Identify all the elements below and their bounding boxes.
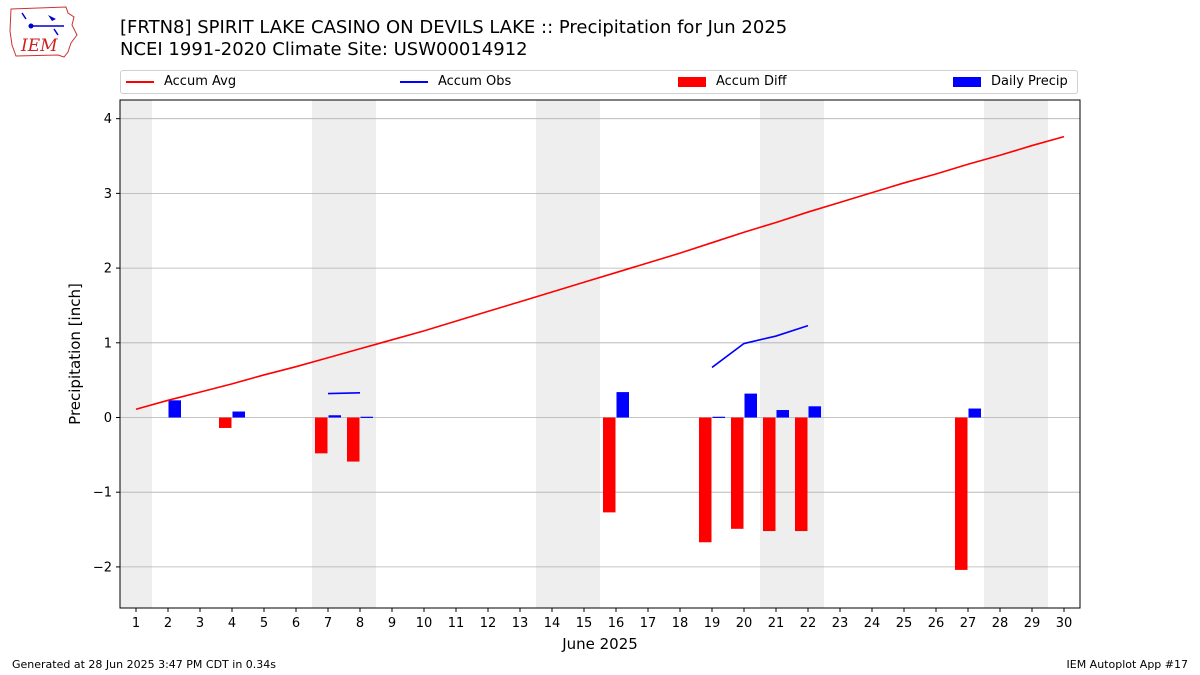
x-tick-label: 12	[480, 616, 497, 631]
x-tick-label: 21	[768, 616, 785, 631]
x-tick-label: 6	[292, 616, 300, 631]
bar-accum-diff	[699, 417, 712, 543]
bar-daily-precip	[616, 392, 629, 418]
legend-swatch	[400, 81, 428, 83]
weekend-band	[120, 100, 152, 608]
iem-logo: IEM	[9, 6, 78, 58]
x-tick-label: 2	[164, 616, 172, 631]
legend-swatch	[953, 77, 981, 87]
x-axis-label: June 2025	[561, 635, 638, 653]
legend-label: Accum Diff	[716, 74, 787, 89]
x-tick-label: 4	[228, 616, 236, 631]
bar-daily-precip	[360, 416, 373, 418]
x-tick-label: 30	[1056, 616, 1073, 631]
bar-daily-precip	[744, 393, 757, 418]
bar-accum-diff	[347, 417, 360, 462]
x-tick-label: 1	[132, 616, 140, 631]
legend-item-accum-obs: Accum Obs	[400, 74, 511, 90]
x-tick-label: 27	[960, 616, 977, 631]
footer-generated: Generated at 28 Jun 2025 3:47 PM CDT in …	[12, 658, 277, 671]
x-tick-label: 7	[324, 616, 332, 631]
x-tick-label: 16	[608, 616, 625, 631]
bar-daily-precip	[776, 410, 789, 418]
x-tick-label: 19	[704, 616, 721, 631]
bar-daily-precip	[808, 406, 821, 418]
bar-accum-diff	[731, 417, 744, 529]
legend-swatch	[678, 77, 706, 87]
x-tick-label: 15	[576, 616, 593, 631]
legend-label: Daily Precip	[991, 74, 1068, 89]
x-tick-label: 26	[928, 616, 945, 631]
y-tick-label: −1	[93, 486, 112, 501]
bar-daily-precip	[232, 411, 245, 418]
x-tick-label: 9	[388, 616, 396, 631]
weekend-band	[760, 100, 792, 608]
legend-label: Accum Obs	[438, 74, 512, 89]
x-tick-label: 25	[896, 616, 913, 631]
y-tick-label: 1	[104, 336, 112, 351]
x-tick-label: 13	[512, 616, 529, 631]
legend-item-daily-precip: Daily Precip	[953, 74, 1068, 90]
bar-daily-precip	[712, 416, 725, 418]
x-tick-label: 20	[736, 616, 753, 631]
bar-accum-diff	[763, 417, 776, 532]
y-tick-label: 2	[104, 262, 112, 277]
chart-subtitle: NCEI 1991-2020 Climate Site: USW00014912	[120, 39, 528, 60]
y-tick-label: 3	[104, 187, 112, 202]
line-accum-obs	[711, 324, 809, 369]
x-tick-label: 11	[448, 616, 465, 631]
bar-daily-precip	[168, 400, 181, 418]
x-tick-label: 8	[356, 616, 364, 631]
x-tick-label: 18	[672, 616, 689, 631]
legend-item-accum-diff: Accum Diff	[678, 74, 787, 90]
bar-accum-diff	[219, 417, 232, 428]
legend-label: Accum Avg	[164, 74, 237, 89]
line-accum-obs	[327, 392, 361, 395]
legend-swatch	[126, 81, 154, 83]
bar-accum-diff	[955, 417, 968, 570]
bar-daily-precip	[328, 415, 341, 418]
chart-title: [FRTN8] SPIRIT LAKE CASINO ON DEVILS LAK…	[120, 17, 788, 38]
weekend-band	[312, 100, 344, 608]
logo-text: IEM	[20, 36, 58, 56]
x-tick-label: 3	[196, 616, 204, 631]
y-tick-label: 0	[104, 411, 112, 426]
footer-app: IEM Autoplot App #17	[1066, 658, 1189, 671]
y-axis-label: Precipitation [inch]	[66, 283, 84, 425]
x-tick-label: 14	[544, 616, 561, 631]
x-tick-label: 17	[640, 616, 657, 631]
weekend-band	[1016, 100, 1048, 608]
bar-daily-precip	[968, 408, 981, 418]
weekend-band	[984, 100, 1016, 608]
line-accum-avg	[135, 135, 1065, 411]
x-tick-label: 5	[260, 616, 268, 631]
x-tick-label: 29	[1024, 616, 1041, 631]
y-tick-label: 4	[104, 112, 112, 127]
chart-legend: Accum Avg Accum Obs Accum Diff Daily Pre…	[120, 70, 1078, 94]
y-tick-label: −2	[93, 560, 112, 575]
weekend-band	[792, 100, 824, 608]
x-tick-label: 24	[864, 616, 881, 631]
x-tick-label: 23	[832, 616, 849, 631]
x-tick-label: 28	[992, 616, 1009, 631]
weekend-band	[568, 100, 600, 608]
bar-accum-diff	[603, 417, 616, 513]
weekend-band	[344, 100, 376, 608]
x-tick-label: 10	[416, 616, 433, 631]
bar-accum-diff	[795, 417, 808, 532]
bar-accum-diff	[315, 417, 328, 454]
plot-frame	[119, 99, 1081, 609]
legend-item-accum-avg: Accum Avg	[126, 74, 236, 90]
x-tick-label: 22	[800, 616, 817, 631]
weekend-band	[536, 100, 568, 608]
